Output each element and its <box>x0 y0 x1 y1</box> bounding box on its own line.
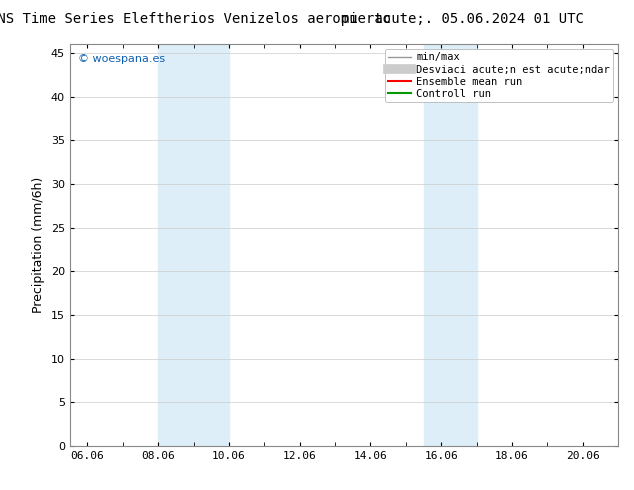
Legend: min/max, Desviaci acute;n est acute;ndar, Ensemble mean run, Controll run: min/max, Desviaci acute;n est acute;ndar… <box>385 49 613 102</box>
Text: © woespana.es: © woespana.es <box>78 54 165 64</box>
Text: ENS Time Series Eleftherios Venizelos aeropuerto: ENS Time Series Eleftherios Venizelos ae… <box>0 12 391 26</box>
Text: mi  acute;. 05.06.2024 01 UTC: mi acute;. 05.06.2024 01 UTC <box>341 12 585 26</box>
Y-axis label: Precipitation (mm/6h): Precipitation (mm/6h) <box>32 177 45 313</box>
Bar <box>158 44 229 446</box>
Bar <box>424 44 477 446</box>
